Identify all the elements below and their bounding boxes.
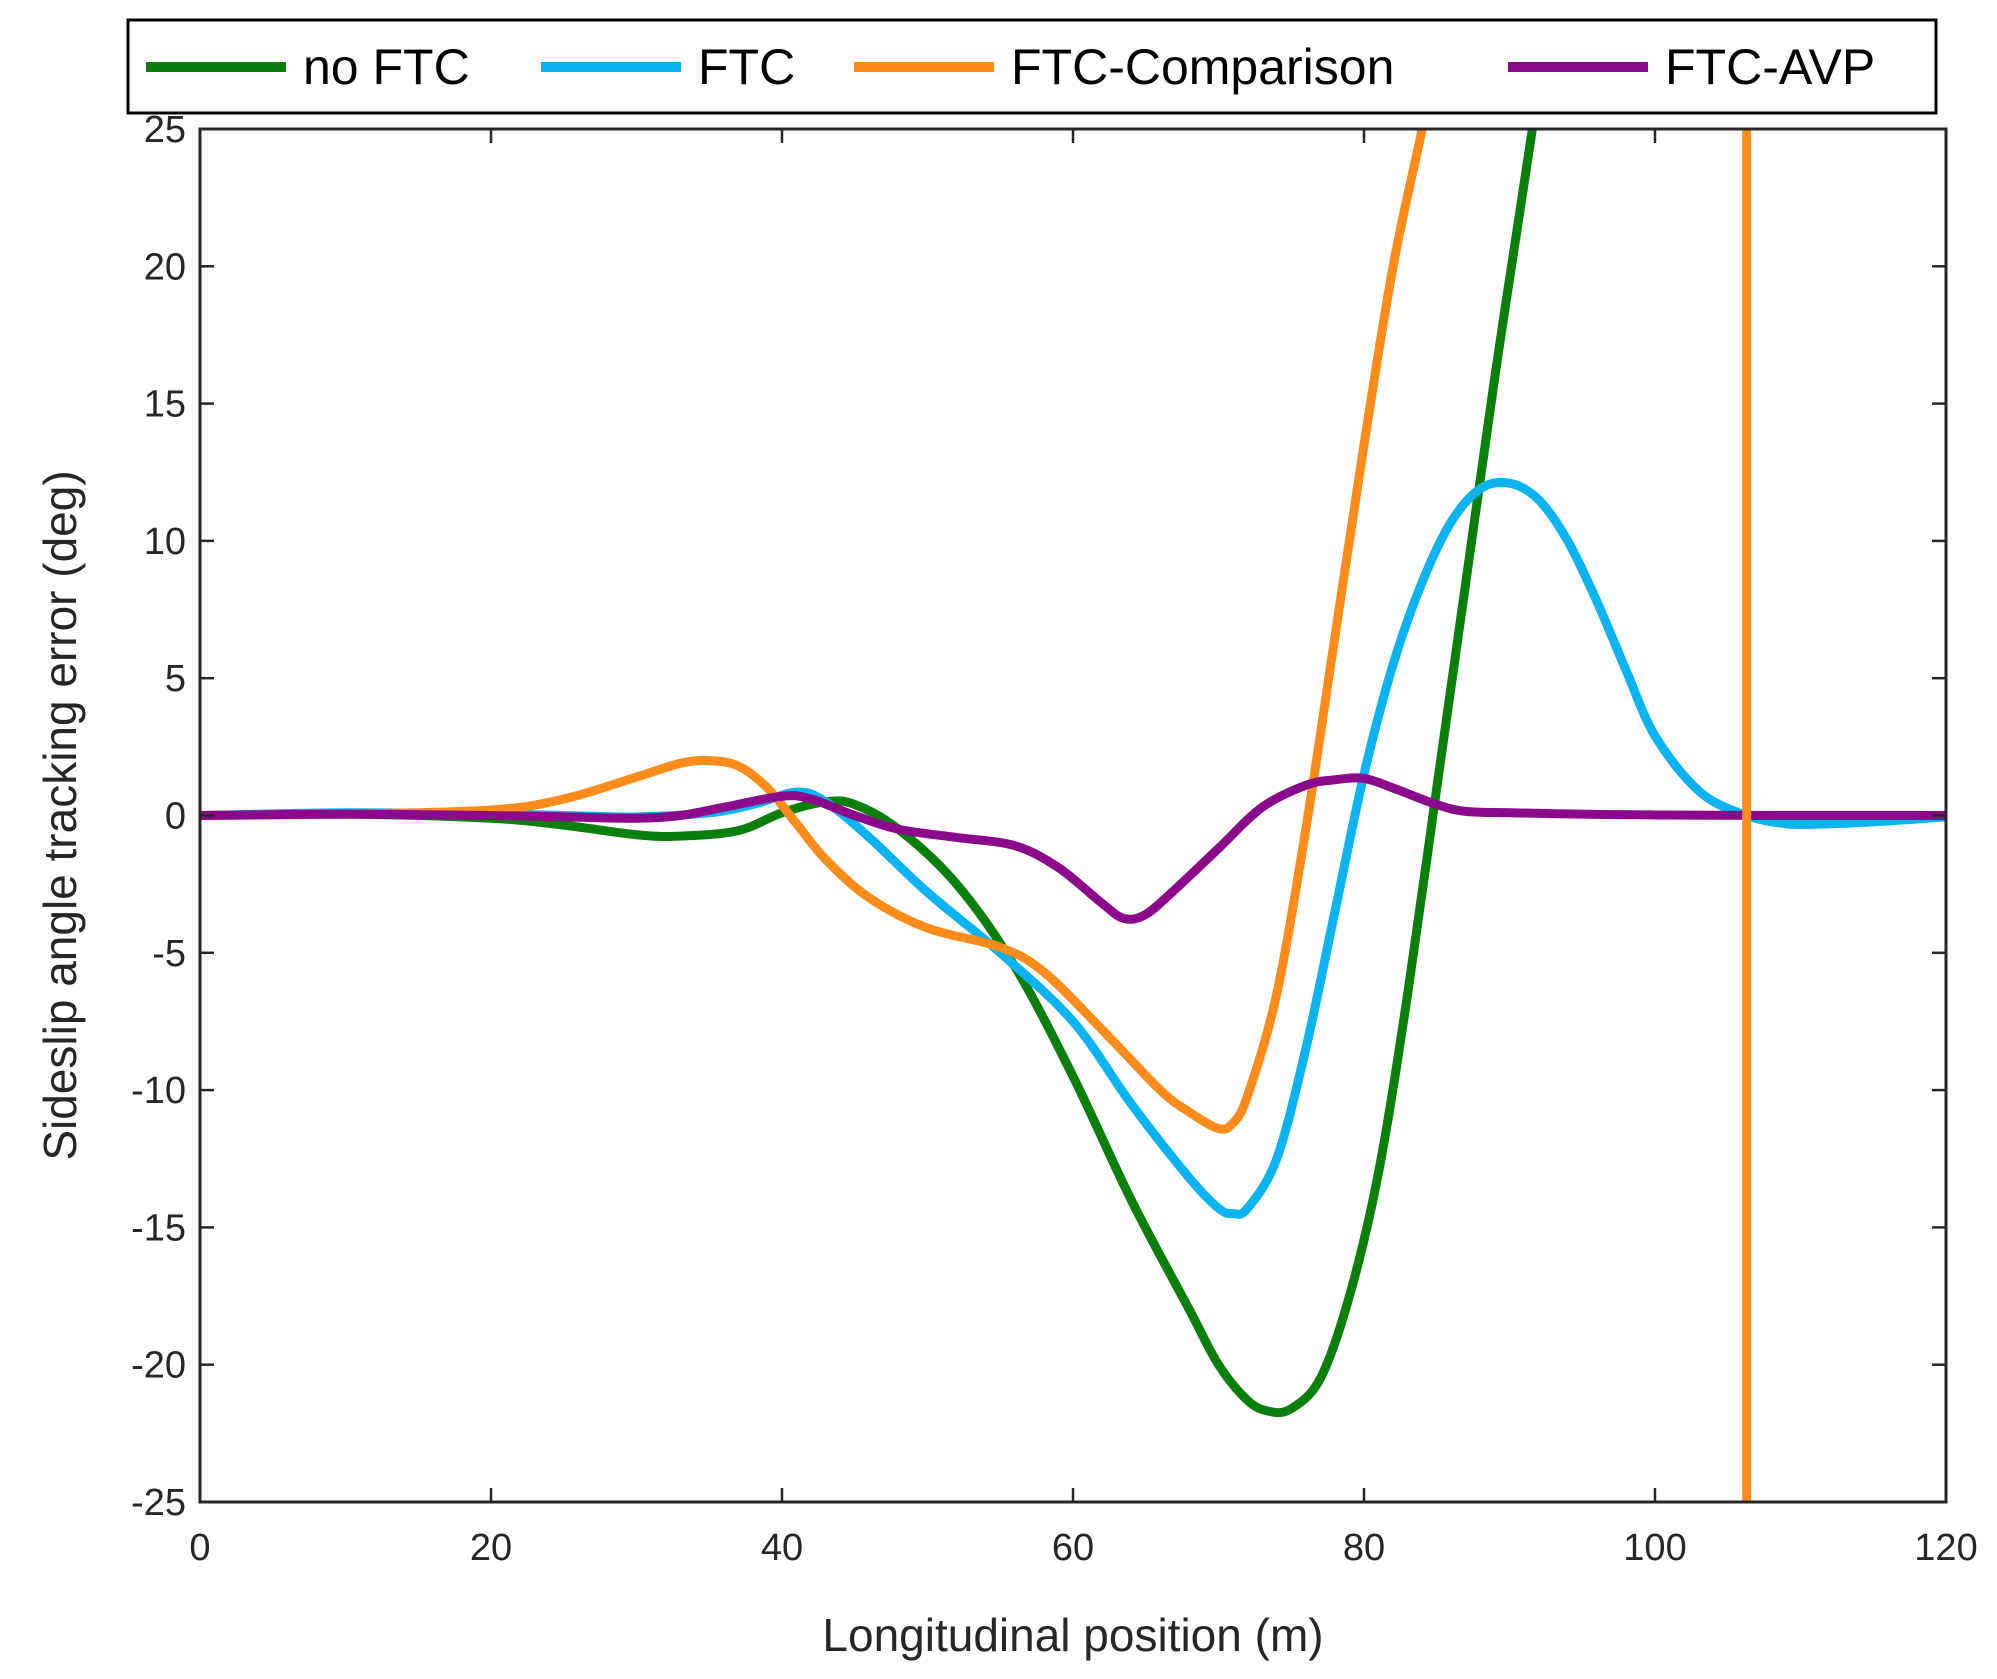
- x-tick-label: 20: [470, 1527, 512, 1569]
- legend-item-ftc: FTC: [541, 39, 795, 95]
- y-tick-label: 10: [144, 521, 186, 563]
- ticks-layer: 0 20 40 60 80 100 120 -25 -20 -15 -10 -5 0 5 10 15 20 25: [131, 109, 1978, 1569]
- legend-label: FTC: [698, 39, 795, 95]
- y-tick-label: 15: [144, 384, 186, 426]
- y-tick-label: -20: [131, 1345, 186, 1387]
- y-tick-label: -15: [131, 1207, 186, 1249]
- series-line-ftc-avp: [200, 773, 1946, 924]
- y-axis-title: Sideslip angle tracking error (deg): [34, 470, 86, 1160]
- legend-item-ftc-comparison: FTC-Comparison: [854, 39, 1394, 95]
- y-tick-label: -5: [152, 933, 186, 975]
- legend-item-no-ftc: no FTC: [146, 39, 470, 95]
- legend: no FTC FTC FTC-Comparison FTC-AVP: [126, 18, 1938, 115]
- x-tick-label: 100: [1623, 1527, 1686, 1569]
- legend-label: FTC-AVP: [1665, 39, 1875, 95]
- series-line-ftc-comparison: [200, 129, 1427, 1134]
- legend-label: FTC-Comparison: [1011, 39, 1394, 95]
- series-layer: [200, 129, 1946, 1502]
- y-tick-label: -10: [131, 1070, 186, 1112]
- x-tick-label: 120: [1914, 1527, 1977, 1569]
- y-tick-label: 25: [144, 109, 186, 151]
- x-tick-label: 60: [1052, 1527, 1094, 1569]
- x-tick-label: 0: [189, 1527, 210, 1569]
- legend-item-ftc-avp: FTC-AVP: [1508, 39, 1875, 95]
- y-tick-label: 20: [144, 246, 186, 288]
- x-tick-label: 40: [761, 1527, 803, 1569]
- series-line-no-ftc: [200, 129, 1537, 1418]
- y-tick-label: 0: [165, 796, 186, 838]
- x-axis-title: Longitudinal position (m): [822, 1609, 1323, 1661]
- y-tick-label: -25: [131, 1482, 186, 1524]
- y-tick-label: 5: [165, 658, 186, 700]
- x-tick-label: 80: [1343, 1527, 1385, 1569]
- legend-label: no FTC: [303, 39, 470, 95]
